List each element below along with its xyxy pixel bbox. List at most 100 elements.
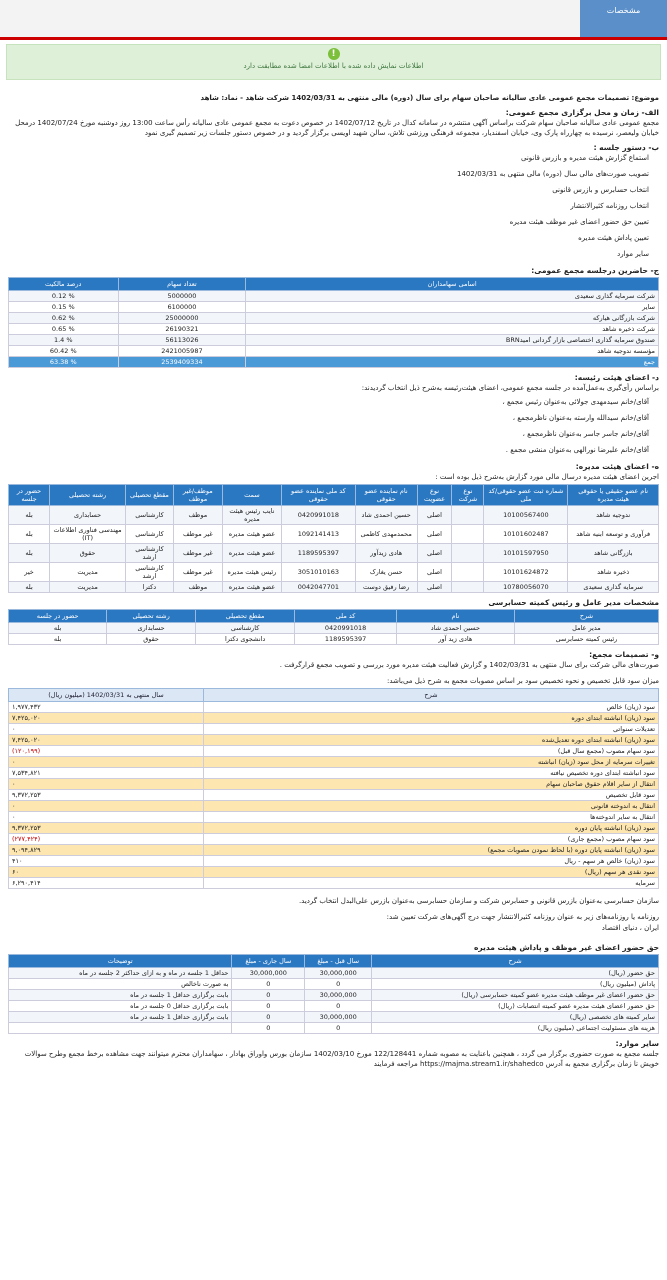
table-row: سود (زیان) انباشته پایان دوره (با لحاظ ن… <box>8 844 659 857</box>
table-cell: 0 <box>231 1011 306 1024</box>
table-cell: 1189595397 <box>294 633 397 646</box>
table-row: مدیر عامل حسین احمدی شاد 0420991018 کارشناس… <box>7 622 660 635</box>
table-cell: 0420991018 <box>281 505 356 526</box>
table-cell: % 1.4 <box>8 334 119 347</box>
section-title: د- اعضای هیئت رئیسه: <box>574 373 659 383</box>
top-bar: مشخصات <box>0 0 667 40</box>
list-item: تعیین حق حضور اعضای غیر موظف هیئت مدیره <box>509 218 649 227</box>
table-cell: حسین احمدی شاد <box>354 505 418 526</box>
table-row: شرکت ذخیره شاهد 26190321% 0.65 <box>8 323 659 336</box>
table-cell: 10101597950 <box>483 543 569 564</box>
table-row: سود سهام مصوب (مجمع سال قبل) (۱۲۰,۱۹۹) <box>8 745 659 758</box>
table: نام عضو حقیقی یا حقوقی هیئت مدیره شماره ث… <box>7 484 659 594</box>
paragraph: براساس رأی‌گیری به‌عمل‌آمده در جلسه مجمع… <box>361 384 659 393</box>
table-cell: اصلی <box>416 581 453 594</box>
header-cell: شماره ثبت عضو حقوقی/کد ملی <box>483 484 569 507</box>
table-cell: 0 <box>231 1000 306 1013</box>
table-cell: ندوجیه شاهد <box>567 505 659 526</box>
table-cell: بله <box>7 524 51 545</box>
header-cell: مقطع تحصیلی <box>194 609 296 624</box>
table-row: پاداش (میلیون ریال) 0 0 به صورت ناخالص <box>7 978 659 991</box>
table-row: سود سهام مصوب (مجمع جاری) (۲۷۷,۴۲۴) <box>8 833 659 846</box>
table-cell: تغییرات سرمایه از محل سود (زیان) انباشته <box>203 756 659 769</box>
table-cell: انتقال از سایر اقلام حقوق صاحبان سهام <box>203 778 659 791</box>
table-cell: 26190321 <box>117 323 247 336</box>
table-cell: ۷,۴۲۵,۰۲۰ <box>8 712 204 725</box>
header-cell: نوع شرکت <box>451 484 485 507</box>
table-cell: 30,000,000 <box>304 1011 373 1024</box>
table-cell: % 0.65 <box>8 323 119 336</box>
table-cell: سود انباشته ابتدای دوره تخصیص نیافته <box>203 767 659 780</box>
paragraph: میزان سود قابل تخصیص و نحوه تخصیص سود بر… <box>386 676 659 685</box>
table-cell: 30,000,000 <box>304 967 373 980</box>
table-cell: ۴۱۰ <box>8 855 204 868</box>
table-cell: 3051010163 <box>281 562 356 583</box>
table-cell: بله <box>7 633 108 646</box>
table-cell: اصلی <box>416 562 453 583</box>
header-cell: نام <box>395 609 515 624</box>
table-row: انتقال به اندوخته قانونی ۰ <box>8 800 659 813</box>
table-row: سایر 6100000% 0.15 <box>8 301 659 314</box>
table-row: سود (زیان) انباشته ابتدای دوره تعدیل‌شده… <box>8 734 659 747</box>
table-cell: انتقال به سایر اندوخته‌ها <box>203 811 659 824</box>
table-cell: شرکت سرمایه گذاری سعیدی <box>245 290 659 303</box>
table-cell: (۲۷۷,۴۲۴) <box>8 833 204 846</box>
table: شرح سال قبل - مبلغ سال جاری - مبلغ توضیحات ح… <box>7 954 659 1035</box>
table-cell: 10780056070 <box>483 581 569 594</box>
table-row: انتقال از سایر اقلام حقوق صاحبان سهام ۰ <box>8 778 659 791</box>
table-row: سرمایه گذاری سعیدی 10780056070 اصلی رضا رفی… <box>7 581 659 594</box>
table-cell: حق حضور (ریال) <box>371 967 659 980</box>
header-cell: مقطع تحصیلی <box>125 484 174 507</box>
table-cell: 2421005987 <box>117 345 247 358</box>
table-cell <box>451 562 485 583</box>
table-cell: 1092141413 <box>281 524 356 545</box>
header-row: نام عضو حقیقی یا حقوقی هیئت مدیره شماره ث… <box>7 484 659 507</box>
table-cell <box>451 581 485 594</box>
table-cell: خیر <box>7 562 51 583</box>
header-cell: نوع عضویت <box>416 484 453 507</box>
table-row: سرمایه ۶,۲۹۰,۴۱۴ <box>8 877 659 890</box>
header-cell: شرح <box>203 688 659 703</box>
paragraph: ایران ، دنیای اقتصاد <box>601 923 659 932</box>
section-title: ب- دستور جلسه : <box>593 143 659 153</box>
header-cell: نام عضو حقیقی یا حقوقی هیئت مدیره <box>567 484 659 507</box>
list-item: تعیین پاداش هیئت مدیره <box>578 234 649 243</box>
paragraph: جلسه مجمع به صورت حضوری برگزار می گردد ،… <box>24 1050 659 1068</box>
table: اسامی سهامداران تعداد سهام درصد مالکیت شرکت… <box>8 277 659 369</box>
table-cell: % 60.42 <box>8 345 119 358</box>
table-cell: غیر موظف <box>172 562 223 583</box>
table-cell: 6100000 <box>117 301 247 314</box>
table-cell: ۰ <box>8 723 204 736</box>
table-cell: سرمایه گذاری سعیدی <box>567 581 659 594</box>
table-cell: بله <box>7 622 108 635</box>
header-cell: شرح <box>371 954 659 969</box>
table-cell: جمع <box>245 356 659 369</box>
table-cell: رضا رفیق دوست <box>354 581 418 594</box>
table-cell: 10101624872 <box>483 562 569 583</box>
table-row: فرآوری و توسعه ابنیه شاهد 10101602487 اصلی… <box>7 524 659 545</box>
table-cell: % 0.12 <box>8 290 119 303</box>
tab[interactable]: مشخصات <box>580 0 667 37</box>
section-title: سایر موارد: <box>615 1039 659 1049</box>
table-cell: هادی زید آور <box>395 633 515 646</box>
table-cell: سود (زیان) خالص هر سهم - ریال <box>203 855 659 868</box>
table-cell: % 0.62 <box>8 312 119 325</box>
table-row: سود انباشته ابتدای دوره تخصیص نیافته ۷,۵۳… <box>8 767 659 780</box>
list-item: آقای/خانم سیدالله وارسته به‌عنوان ناظرمج… <box>512 413 649 422</box>
paragraph: صورت‌های مالی شرکت برای سال منتهی به 140… <box>279 661 659 670</box>
subject: موضوع: تصمیمات مجمع عمومی عادی سالیانه ص… <box>200 94 659 102</box>
table-cell: سرمایه <box>203 877 659 890</box>
table-cell <box>451 524 485 545</box>
section-title: ه- اعضای هیئت مدیره: <box>575 461 659 471</box>
table-cell: کارشناسی <box>125 505 174 526</box>
table-cell: ۹,۳۷۲,۲۵۳ <box>8 789 204 802</box>
table-cell: سایر <box>245 301 659 314</box>
table: شرح نام کد ملی مقطع تحصیلی رشته تحصیلی حضور د… <box>7 609 660 646</box>
table-cell: اصلی <box>416 524 453 545</box>
table-cell: 0 <box>304 1000 373 1013</box>
table-cell: کارشناسی ارشد <box>125 562 174 583</box>
header-cell: حضور در جلسه <box>7 609 108 624</box>
table-cell: بله <box>7 543 51 564</box>
table-cell: موظف <box>172 581 223 594</box>
header-row: اسامی سهامداران تعداد سهام درصد مالکیت <box>8 277 659 292</box>
